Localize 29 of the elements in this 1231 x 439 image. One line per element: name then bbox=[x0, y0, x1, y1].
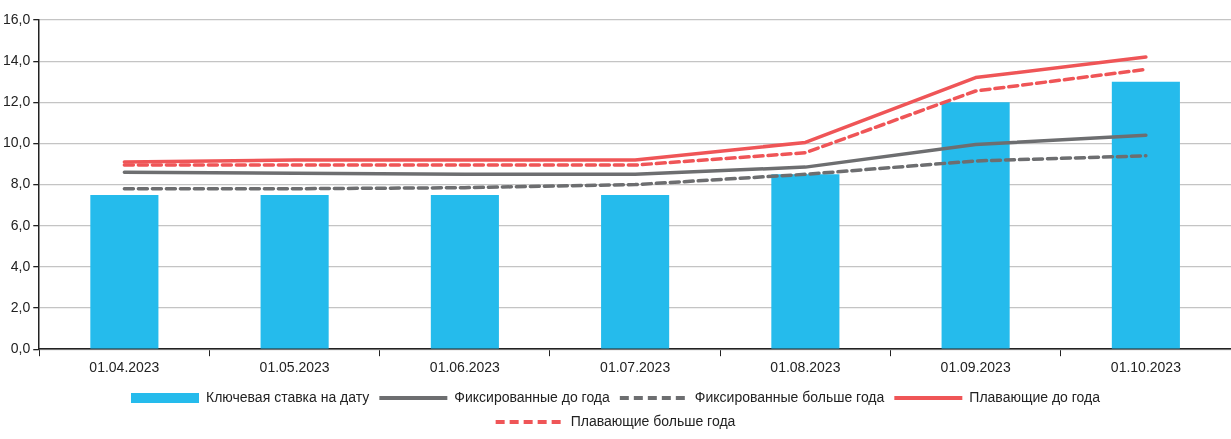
legend-label: Фиксированные до года bbox=[454, 388, 611, 405]
legend-label: Фиксированные больше года bbox=[694, 388, 885, 405]
bar bbox=[430, 194, 499, 349]
y-tick-label: 4,0 bbox=[10, 257, 31, 274]
legend-label: Плавающие больше года bbox=[570, 412, 736, 429]
legend-label: Ключевая ставка на дату bbox=[206, 388, 370, 405]
y-tick-label: 8,0 bbox=[10, 175, 31, 192]
x-tick-label: 01.07.2023 bbox=[600, 359, 671, 376]
x-tick-label: 01.08.2023 bbox=[770, 359, 841, 376]
bar bbox=[941, 102, 1010, 349]
y-tick-label: 2,0 bbox=[10, 298, 31, 315]
y-tick-label: 0,0 bbox=[10, 340, 31, 357]
x-tick-label: 01.10.2023 bbox=[1110, 359, 1182, 376]
y-tick-label: 6,0 bbox=[10, 216, 31, 233]
x-tick-label: 01.05.2023 bbox=[259, 359, 330, 376]
y-tick-label: 12,0 bbox=[3, 93, 31, 110]
y-tick-label: 16,0 bbox=[3, 10, 31, 27]
y-tick-label: 10,0 bbox=[3, 134, 31, 151]
bar bbox=[771, 174, 840, 349]
line-series bbox=[122, 154, 1148, 191]
y-tick-label: 14,0 bbox=[3, 52, 31, 69]
x-tick-label: 01.04.2023 bbox=[89, 359, 160, 376]
x-tick-label: 01.09.2023 bbox=[940, 359, 1011, 376]
bar bbox=[601, 194, 670, 349]
bar bbox=[90, 194, 159, 349]
x-tick-label: 01.06.2023 bbox=[429, 359, 501, 376]
bar bbox=[260, 194, 329, 349]
legend-label: Плавающие до года bbox=[969, 388, 1101, 405]
bar bbox=[1111, 81, 1180, 349]
